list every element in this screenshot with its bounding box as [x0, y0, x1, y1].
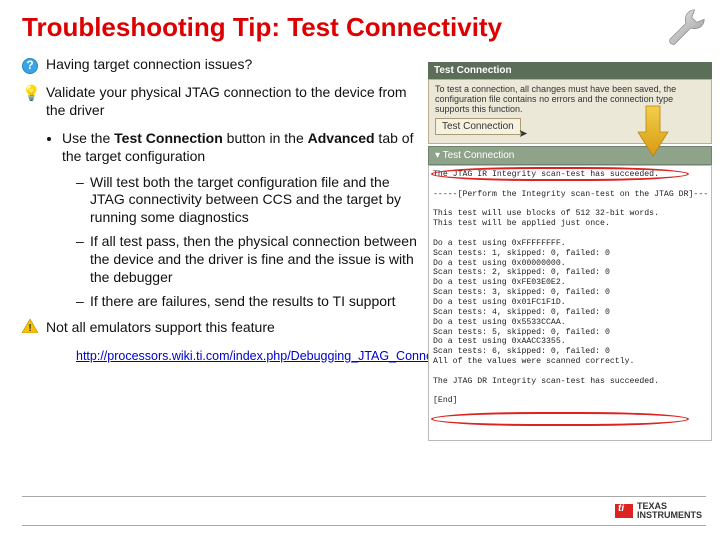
footer-bar — [22, 496, 706, 526]
arrow-icon — [636, 104, 670, 158]
question-text: Having target connection issues? — [46, 56, 252, 74]
bulb-icon: 💡 — [22, 85, 41, 102]
console-output: The JTAG IR Integrity scan-test has succ… — [428, 165, 712, 441]
screenshot-tab: Test Connection — [428, 62, 712, 79]
main-content: ? Having target connection issues? 💡 Val… — [22, 56, 422, 364]
warning-icon: ! — [22, 319, 38, 333]
ti-chip-icon — [615, 504, 633, 518]
main-bullet: Use the Test Connection button in the Ad… — [62, 130, 422, 166]
help-link[interactable]: http://processors.wiki.ti.com/index.php/… — [76, 348, 422, 364]
sub-bullet-2: If all test pass, then the physical conn… — [76, 233, 422, 287]
cursor-icon: ➤ — [519, 127, 528, 140]
wrench-icon — [664, 4, 710, 50]
test-connection-button[interactable]: Test Connection ➤ — [435, 118, 521, 135]
tip-text: Validate your physical JTAG connection t… — [46, 84, 422, 120]
sub-bullet-3: If there are failures, send the results … — [76, 293, 422, 311]
sub-bullet-1: Will test both the target configuration … — [76, 174, 422, 228]
question-icon: ? — [22, 58, 38, 74]
highlight-ring-bottom — [431, 412, 689, 426]
warning-text: Not all emulators support this feature — [46, 319, 275, 338]
ti-logo: TEXASINSTRUMENTS — [615, 502, 702, 520]
svg-text:!: ! — [28, 323, 31, 333]
page-title: Troubleshooting Tip: Test Connectivity — [0, 0, 720, 43]
